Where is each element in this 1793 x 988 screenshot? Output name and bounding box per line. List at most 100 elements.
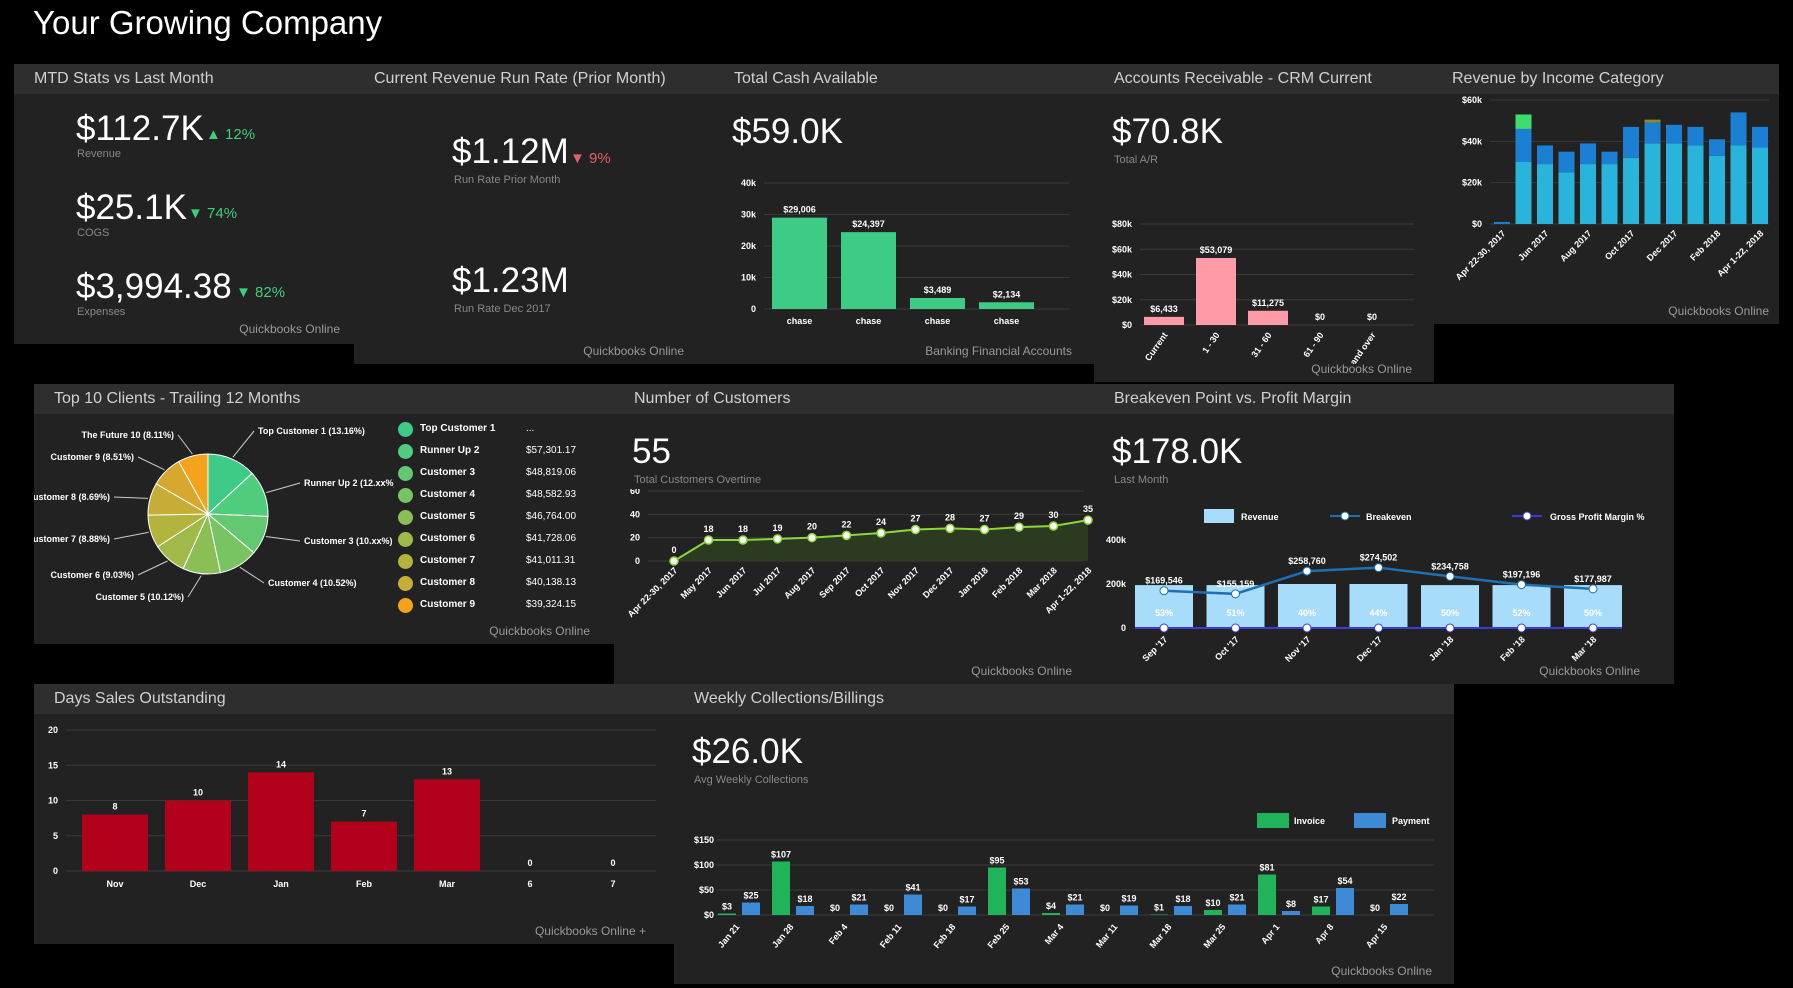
expenses-value: $3,994.38 [76,267,232,306]
bar-value-label: $21 [851,893,866,903]
pie-slice-label: Customer 8 (8.69%) [34,492,110,502]
legend-value: $48,582.93 [526,489,577,500]
bar-value-label: $11,275 [1252,298,1284,308]
run-rate-panel: Current Revenue Run Rate (Prior Month) $… [354,64,714,364]
x-tick-label: 6 [527,879,532,889]
ar-kpi: $70.8K [1112,112,1223,151]
panel-header: Weekly Collections/Billings [674,684,1454,714]
margin-point [1231,623,1240,633]
customers-point [1014,522,1024,532]
legend-name: Customer 5 [420,511,476,522]
breakeven-point [1159,586,1169,596]
legend-value: $46,764.00 [526,511,577,522]
y-tick-label: $40k [1112,270,1133,280]
x-tick-label: Aug 2017 [1558,228,1593,263]
legend-value: $41,011.31 [526,555,576,566]
breakeven-kpi-label: Last Month [1114,474,1169,486]
breakeven-value-label: $258,760 [1288,556,1326,566]
customers-kpi-label: Total Customers Overtime [634,474,762,486]
pie-leader-line [113,531,149,540]
margin-point [1517,623,1526,633]
legend-name: Customer 7 [420,555,476,566]
legend-revenue-swatch-icon [1204,509,1234,523]
x-tick-label: 1 - 30 [1200,330,1221,355]
customers-point [807,532,817,543]
y-tick-label: 200k [1106,579,1127,589]
legend-breakeven-point-icon [1340,511,1350,521]
bar-value-label: 10 [193,788,203,798]
x-tick-label: Oct 2017 [1603,228,1637,262]
payment-bar [1174,906,1192,915]
revenue-label: Revenue [77,148,122,160]
legend-name: Customer 4 [420,489,476,500]
pie-leader-line [113,496,149,499]
x-tick-label: Jan '18 [1427,634,1455,662]
legend-revenue-label: Revenue [1241,512,1279,522]
panel-title: MTD Stats vs Last Month [34,70,214,87]
customers-point [876,528,886,538]
bar-value-label: $53 [1013,877,1028,887]
payment-bar [1012,888,1030,915]
total-cash-panel: Total Cash Available $59.0K 0 10k 20k 30k 40… [714,64,1094,364]
x-tick-label: Feb [356,879,373,889]
y-tick-label: $20k [1112,295,1133,305]
breakeven-point [1374,563,1383,573]
x-tick-label: Apr 1 [1259,922,1281,946]
legend-row: Customer 6 $41,728.06 [398,530,598,550]
bar-value-label: $107 [771,850,791,860]
income-bar-segment [1623,126,1639,158]
legend-swatch-icon [398,510,413,525]
bar-value-label: $22 [1391,892,1406,902]
payment-bar [1390,904,1408,915]
x-tick-label: Apr 22-30, 2017 [1454,228,1508,282]
customers-point [669,556,679,566]
bar-value-label: $10 [1205,898,1220,908]
payment-bar [1336,888,1354,915]
customers-point [841,530,852,541]
cogs-delta: ▼ 74% [188,205,238,222]
panel-footer: Quickbooks Online [971,664,1072,678]
bar-value-label: $3,489 [924,285,952,295]
point-value-label: 30 [1048,510,1058,520]
income-bar-segment [1494,221,1510,224]
breakeven-value-label: $274,502 [1360,553,1398,563]
legend-value: $40,138.13 [526,577,577,588]
breakeven-point [1302,566,1312,576]
cash-bar [841,232,896,309]
income-bar-segment [1601,164,1618,224]
bar-value-label: $0 [1315,312,1325,322]
income-bar-segment [1601,151,1618,165]
pie-slice [178,453,209,516]
x-tick-label: Dec 2017 [1645,228,1680,263]
bar-value-label: $0 [1100,903,1110,913]
point-value-label: 35 [1083,504,1093,514]
bar-value-label: $17 [1313,895,1328,905]
invoice-bar [1042,913,1060,915]
invoice-bar [1312,906,1330,915]
panel-header: Top 10 Clients - Trailing 12 Months [34,384,614,414]
income-bar-segment [1644,143,1661,224]
panel-footer[interactable]: Quickbooks Online + [534,924,646,938]
legend-row: Customer 7 $41,011.31 [398,552,598,572]
point-value-label: 27 [910,514,920,524]
customers-point [945,523,955,534]
margin-point [1445,623,1455,633]
pie-leader-line [187,575,202,598]
legend-name: Customer 3 [420,467,476,478]
y-tick-label: 15 [48,760,58,770]
legend-name: Runner Up 2 [420,445,480,456]
panel-title: Revenue by Income Category [1452,70,1664,87]
margin-value-label: 52% [1512,608,1530,618]
legend-row: Customer 5 $46,764.00 [398,508,598,528]
y-tick-label: 40k [741,178,757,188]
dso-bar [82,814,148,871]
pie-slice-label: Customer 5 (10.12%) [95,592,184,602]
y-tick-label: $80k [1112,219,1133,229]
breakeven-value-label: $177,987 [1574,574,1612,584]
x-tick-label: chase [856,316,882,326]
income-bar-segment [1515,114,1532,129]
pie-slice-label: Runner Up 2 (12.xx%) [304,478,394,488]
breakeven-value-label: $234,758 [1431,561,1469,571]
panel-title: Top 10 Clients - Trailing 12 Months [54,390,301,407]
x-tick-label: Feb 18 [932,922,958,950]
